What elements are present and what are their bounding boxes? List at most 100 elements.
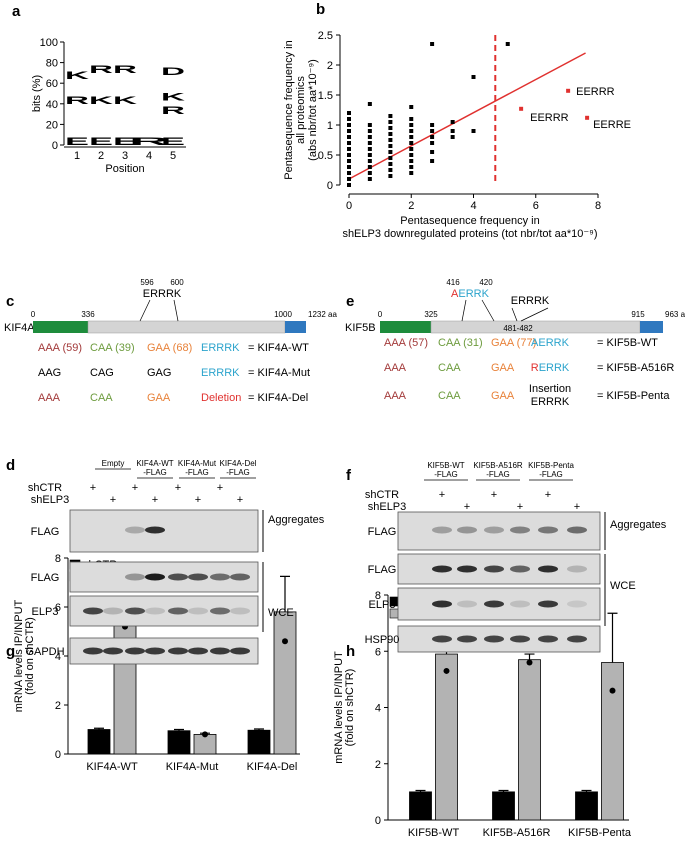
construct-span: GAA (491, 390, 515, 402)
blot-label: FLAG (31, 572, 60, 584)
point (347, 153, 351, 157)
blot-label: FLAG (368, 564, 397, 576)
y-tick-label: 1.5 (318, 90, 333, 102)
replicate-point (609, 687, 616, 694)
logo-letter: E (161, 136, 185, 148)
x-tick-label: 4 (470, 200, 476, 212)
lane-header: -FLAG (539, 470, 563, 479)
error-bar (415, 789, 426, 792)
group-label: Aggregates (610, 519, 667, 531)
y-tick-label: 4 (375, 703, 381, 715)
bar (435, 653, 458, 821)
panel-label: g (6, 643, 15, 660)
band (457, 635, 477, 643)
band (510, 600, 530, 608)
point (519, 106, 524, 111)
logo-letter: R (161, 105, 185, 117)
construct-cell: = KIF4A-WT (248, 342, 309, 354)
point (367, 129, 372, 133)
point (347, 171, 351, 175)
construct-cell: CAG (90, 367, 114, 379)
point (430, 141, 435, 145)
construct-cell: AAA (57) (384, 337, 428, 349)
group-label: Aggregates (268, 514, 325, 526)
band (484, 600, 504, 608)
x-tick-label: 5 (170, 150, 176, 162)
construct-span: = KIF4A-Del (248, 392, 308, 404)
bar (167, 730, 191, 755)
band (432, 565, 452, 573)
logo-letter: K (89, 95, 113, 107)
position-label: 0 (378, 310, 383, 319)
point (409, 117, 414, 121)
construct-cell: CAA (438, 362, 461, 374)
domain-green (380, 321, 431, 333)
x-axis-label: shELP3 downregulated proteins (tot nbr/t… (342, 228, 597, 240)
error-bar (498, 789, 509, 792)
condition-label: shCTR (365, 489, 399, 501)
point (367, 177, 372, 181)
construct-span: CAA (31) (438, 337, 483, 349)
construct-span: = KIF5B-A516R (597, 362, 674, 374)
point (347, 159, 351, 163)
band (457, 600, 477, 608)
logo-letter: D (161, 66, 185, 78)
point (471, 75, 476, 79)
y-tick-label: 8 (55, 553, 61, 565)
condition-mark: + (574, 501, 580, 513)
point (367, 171, 372, 175)
point (450, 129, 455, 133)
lane-header: -FLAG (143, 468, 167, 477)
condition-mark: + (152, 494, 158, 506)
band (125, 526, 145, 534)
construct-span: GAA (147, 392, 171, 404)
position-label: 915 (631, 310, 645, 319)
condition-mark: + (517, 501, 523, 513)
condition-mark: + (175, 482, 181, 494)
construct-span: = KIF5B-Penta (597, 390, 670, 402)
construct-span: AAA (38, 392, 61, 404)
point (367, 123, 372, 127)
replicate-point (282, 638, 288, 645)
rule (511, 307, 518, 322)
band (538, 565, 558, 573)
construct-cell: CAA (438, 390, 461, 402)
insert-site: 481-482 (503, 324, 533, 333)
construct-span: GAA (77) (491, 337, 536, 349)
construct-span: AERRK (531, 337, 570, 349)
y-axis-label: mRNA levels IP/INPUT (13, 599, 25, 712)
y-tick-label: 2.5 (318, 30, 333, 42)
position-label: 1232 aa (308, 310, 337, 319)
motif-span: A (451, 288, 459, 300)
band (457, 565, 477, 573)
construct-cell: AAA (38, 392, 61, 404)
band (210, 573, 230, 581)
construct-span: GAA (68) (147, 342, 192, 354)
y-tick-label: 2 (375, 759, 381, 771)
construct-span: GAA (491, 362, 515, 374)
x-tick-label: 6 (533, 200, 539, 212)
y-tick-label: 4 (55, 651, 61, 663)
construct-cell: GAA (491, 362, 515, 374)
y-tick-label: 20 (46, 119, 58, 131)
construct-span: = KIF4A-Mut (248, 367, 310, 379)
domain-gray (430, 320, 641, 334)
point (367, 147, 372, 151)
condition-label: shELP3 (31, 494, 70, 506)
x-tick-label: KIF5B-WT (408, 827, 460, 839)
point (347, 183, 351, 187)
rule (520, 307, 549, 322)
lane-header: Empty (102, 459, 125, 468)
construct-cell: ERRRK (201, 342, 240, 354)
insertion-motif: ERRRK (511, 295, 550, 307)
point (388, 114, 393, 118)
band (484, 635, 504, 643)
band (168, 647, 188, 655)
construct-cell: GAA (147, 392, 171, 404)
panel-label: f (346, 467, 352, 484)
lane-header: KIF5B-Penta (528, 461, 574, 470)
construct-span: AAA (57) (384, 337, 428, 349)
band (188, 573, 208, 581)
condition-mark: + (237, 494, 243, 506)
construct-cell: AAG (38, 367, 61, 379)
